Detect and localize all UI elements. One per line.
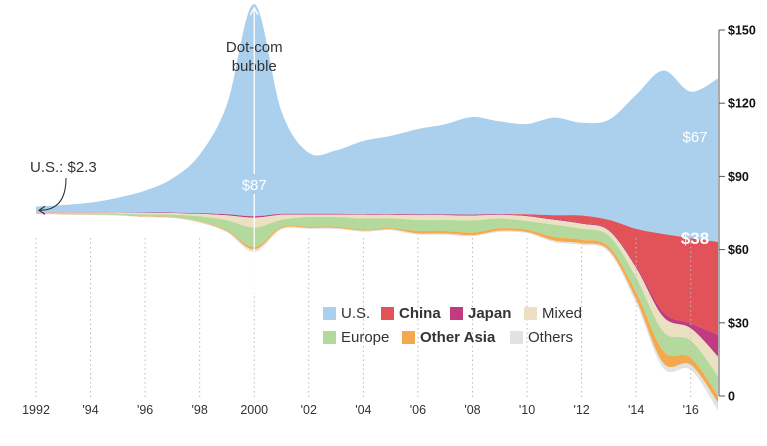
arrowhead-up	[249, 6, 259, 16]
legend-swatch-other-asia	[402, 331, 415, 344]
annotation-china-2017: $38	[681, 229, 709, 248]
legend-swatch-others	[510, 331, 523, 344]
y-tick-label: $120	[728, 97, 756, 111]
legend-label-other-asia: Other Asia	[420, 329, 496, 346]
legend-label-others: Others	[528, 329, 573, 346]
x-tick-label: '16	[683, 403, 699, 417]
x-tick-label: '08	[464, 403, 480, 417]
legend-swatch-mixed	[524, 307, 537, 320]
legend-label-europe: Europe	[341, 329, 389, 346]
y-tick-label: 0	[728, 390, 735, 404]
annotation-us-2000: $87	[242, 177, 267, 194]
y-tick-label: $60	[728, 243, 749, 257]
x-tick-label: '14	[628, 403, 644, 417]
label-backdrop	[237, 174, 272, 194]
legend-swatch-japan	[450, 307, 463, 320]
legend: U.S. China Japan Mixed Europe Other Asia Other…	[323, 305, 582, 346]
x-tick-label: '96	[137, 403, 153, 417]
y-tick-label: $150	[728, 24, 756, 38]
legend-label-u-s: U.S.	[341, 305, 370, 322]
x-tick-label: '94	[82, 403, 98, 417]
annotation-us-2017: $67	[682, 129, 707, 146]
x-gridlines	[35, 238, 692, 400]
y-tick-label: $90	[728, 170, 749, 184]
x-tick-label: '10	[519, 403, 535, 417]
x-tick-label: '06	[410, 403, 426, 417]
legend-label-mixed: Mixed	[542, 305, 582, 322]
x-tick-label: 2000	[240, 403, 268, 417]
legend-label-japan: Japan	[468, 305, 511, 322]
annotation-us-start: U.S.: $2.3	[30, 159, 97, 176]
stream-layers	[36, 3, 718, 411]
x-tick-label: '12	[573, 403, 589, 417]
x-axis: 1992 '94 '96 '98 2000 '02 '04 '06 '08 '10 '12 '14 '1…	[22, 403, 699, 417]
x-tick-label: '98	[192, 403, 208, 417]
arrowhead-left	[38, 205, 46, 215]
legend-swatch-china	[381, 307, 394, 320]
legend-swatch-u-s	[323, 307, 336, 320]
y-axis: 0 $30 $60 $90 $120 $150	[718, 24, 756, 404]
y-tick-label: $30	[728, 316, 749, 330]
stream-u-s	[36, 3, 718, 242]
legend-swatch-europe	[323, 331, 336, 344]
legend-label-china: China	[399, 305, 441, 322]
x-tick-label: '04	[355, 403, 371, 417]
arrowhead-down	[249, 284, 259, 294]
x-tick-label: 1992	[22, 403, 50, 417]
x-tick-label: '02	[301, 403, 317, 417]
annotation-us-start-leader	[39, 177, 67, 211]
